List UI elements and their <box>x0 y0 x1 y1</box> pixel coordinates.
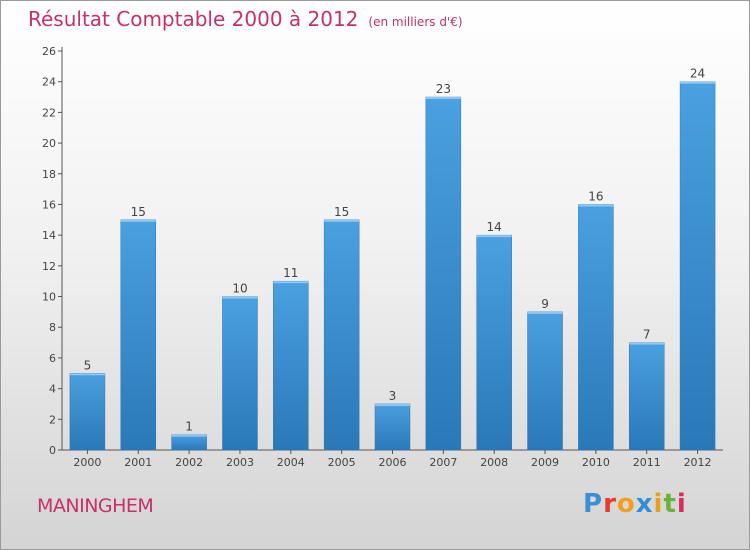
bar-2004 <box>273 280 309 451</box>
town-name: MANINGHEM <box>37 495 154 517</box>
y-tick-label: 8 <box>49 321 56 334</box>
logo-letter: i <box>653 489 664 519</box>
y-tick-label: 24 <box>42 76 56 89</box>
x-tick-label: 2001 <box>124 456 152 469</box>
logo-letter: o <box>616 489 636 519</box>
bar-2008 <box>476 234 512 451</box>
bar-highlight <box>120 219 156 222</box>
bar-value-label: 23 <box>436 82 451 96</box>
proxiti-logo: Proxiti <box>583 489 687 519</box>
bar-2003 <box>222 296 258 451</box>
bar-2002 <box>171 434 207 451</box>
logo-letter: i <box>676 489 687 519</box>
y-tick-label: 4 <box>49 383 56 396</box>
x-tick-label: 2008 <box>480 456 508 469</box>
y-tick-label: 16 <box>42 198 56 211</box>
bar-value-label: 24 <box>690 67 705 81</box>
y-tick-label: 20 <box>42 137 56 150</box>
bar-highlight <box>629 342 665 345</box>
bar-2010 <box>578 204 614 451</box>
x-tick-label: 2007 <box>429 456 457 469</box>
bar-value-label: 3 <box>389 389 397 403</box>
bar-highlight <box>578 204 614 207</box>
bar-2011 <box>628 342 665 451</box>
bar-highlight <box>375 403 410 406</box>
chart-title: Résultat Comptable 2000 à 2012 <box>28 7 359 31</box>
bar-value-label: 14 <box>487 220 502 234</box>
bar-highlight <box>680 81 716 84</box>
bars: 5 15 1 10 11 15 3 23 14 9 16 7 24 <box>69 67 716 451</box>
x-tick-label: 2003 <box>226 456 254 469</box>
x-tick-label: 2000 <box>73 456 101 469</box>
y-tick-label: 26 <box>42 45 56 58</box>
y-tick-label: 2 <box>49 413 56 426</box>
x-tick-label: 2006 <box>379 456 407 469</box>
y-tick-label: 18 <box>42 168 56 181</box>
bar-2007 <box>425 96 462 451</box>
bar-highlight <box>69 373 105 376</box>
bar-2000 <box>69 373 106 451</box>
x-tick-label: 2012 <box>684 456 712 469</box>
chart-title-block: Résultat Comptable 2000 à 2012 (en millie… <box>28 7 463 31</box>
chart-unit: (en milliers d'€) <box>368 15 463 29</box>
bar-value-label: 16 <box>588 189 603 203</box>
bar-value-label: 11 <box>283 266 298 280</box>
y-tick-label: 6 <box>49 352 56 365</box>
bar-value-label: 9 <box>541 297 549 311</box>
bar-value-label: 5 <box>84 358 92 372</box>
bar-value-label: 1 <box>185 420 193 434</box>
logo-letter: x <box>635 489 654 519</box>
bar-highlight <box>324 219 360 222</box>
y-tick-label: 12 <box>42 260 56 273</box>
x-tick-label: 2011 <box>633 456 661 469</box>
bar-highlight <box>527 311 563 314</box>
logo-letter: r <box>603 489 617 519</box>
bar-value-label: 15 <box>131 205 146 219</box>
bar-2009 <box>527 311 563 451</box>
bar-highlight <box>273 281 309 284</box>
bar-2012 <box>679 81 716 451</box>
x-tick-label: 2004 <box>277 456 305 469</box>
x-tick-label: 2002 <box>175 456 203 469</box>
y-tick-label: 10 <box>42 291 56 304</box>
y-tick-label: 0 <box>49 444 56 457</box>
x-tick-label: 2009 <box>531 456 559 469</box>
x-tick-label: 2010 <box>582 456 610 469</box>
bar-highlight <box>425 97 461 100</box>
y-tick-label: 14 <box>42 229 56 242</box>
bar-value-label: 10 <box>232 282 247 296</box>
logo-letter: t <box>663 489 677 519</box>
logo-letter: P <box>583 489 604 519</box>
bar-highlight <box>476 235 512 238</box>
bar-2006 <box>374 403 411 451</box>
bar-2005 <box>323 219 360 451</box>
bar-highlight <box>171 434 207 437</box>
x-tick-label: 2005 <box>328 456 356 469</box>
bar-highlight <box>222 296 258 299</box>
bar-value-label: 15 <box>334 205 349 219</box>
bar-2001 <box>120 219 157 451</box>
y-tick-label: 22 <box>42 106 56 119</box>
bar-value-label: 7 <box>643 328 651 342</box>
